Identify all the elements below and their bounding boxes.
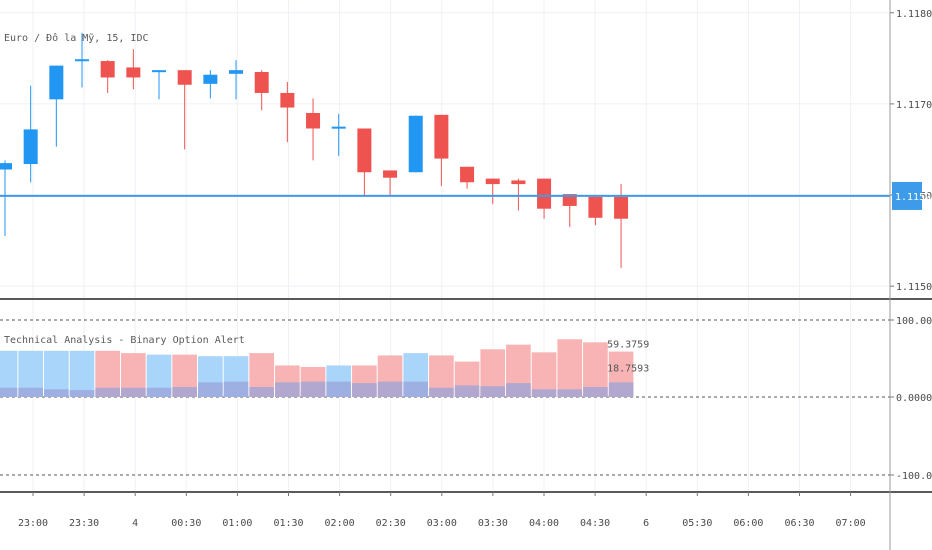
price-tick-label: 1.11500 (896, 282, 932, 293)
indicator-bar (69, 350, 95, 397)
candle-body[interactable] (177, 70, 192, 85)
time-tick-label: 00:30 (171, 518, 201, 529)
indicator-overlay-bar (377, 381, 403, 397)
indicator-overlay-bar (249, 386, 275, 397)
candle-body[interactable] (152, 70, 167, 73)
indicator-overlay-bar (275, 382, 300, 397)
indicator-tick-label: 100.00000 (896, 316, 932, 327)
indicator-tick-label: 0.00000 (896, 393, 932, 404)
price-badge-label: 1.11599 (895, 192, 932, 203)
candle-body[interactable] (100, 61, 115, 78)
candle-body[interactable] (588, 196, 603, 218)
candle-body[interactable] (511, 180, 526, 185)
indicator-overlay-bar (95, 387, 121, 397)
indicator-overlay-bar (480, 386, 506, 397)
time-tick-label: 06:30 (784, 518, 814, 529)
indicator-overlay-bar (18, 387, 44, 397)
candle-body[interactable] (331, 126, 346, 129)
time-tick-label: 04:30 (580, 518, 610, 529)
time-tick-label: 4 (132, 518, 138, 529)
indicator-overlay-bar (608, 382, 634, 397)
price-badge (892, 181, 922, 210)
time-tick-label: 6 (643, 518, 649, 529)
time-tick-label: 23:00 (18, 518, 48, 529)
indicator-overlay-bar (223, 381, 249, 397)
time-tick-label: 07:00 (836, 518, 866, 529)
time-tick-label: 02:00 (325, 518, 355, 529)
indicator-overlay-bar (557, 389, 583, 397)
indicator-overlay-bar (429, 387, 454, 397)
time-tick-label: 04:00 (529, 518, 559, 529)
candle-body[interactable] (0, 163, 12, 170)
time-tick-label: 01:00 (222, 518, 252, 529)
time-tick-label: 03:30 (478, 518, 508, 529)
indicator-overlay-bar (0, 387, 18, 397)
price-pane[interactable] (0, 32, 890, 268)
symbol-title: Euro / Đô la Mỹ, 15, IDC (4, 32, 149, 44)
indicator-overlay-bar (172, 386, 198, 397)
candle-body[interactable] (306, 113, 321, 129)
candle-body[interactable] (254, 71, 269, 93)
time-tick-label: 02:30 (376, 518, 406, 529)
candle-body[interactable] (229, 70, 244, 74)
indicator-overlay-bar (69, 390, 95, 397)
candle-body[interactable] (357, 128, 372, 173)
candle-body[interactable] (562, 194, 577, 206)
indicator-overlay-bar (506, 383, 531, 397)
indicator-overlay-bar (583, 386, 608, 397)
candle-body[interactable] (75, 59, 90, 62)
candle-body[interactable] (203, 74, 218, 84)
indicator-title: Technical Analysis - Binary Option Alert (4, 335, 245, 346)
indicator-overlay-bar (403, 381, 429, 397)
candle-body[interactable] (485, 178, 500, 185)
price-tick-label: 1.11700 (896, 100, 932, 111)
last-value-label-2: 18.7593 (607, 364, 649, 375)
price-tick-label: 1.11800 (896, 9, 932, 20)
indicator-pane[interactable]: 59.3759 18.7593 (0, 319, 890, 476)
indicator-bar (0, 350, 18, 397)
candle-body[interactable] (23, 129, 38, 165)
candle-body[interactable] (614, 196, 629, 219)
indicator-overlay-bar (352, 383, 377, 397)
time-tick-label: 23:30 (69, 518, 99, 529)
candle-body[interactable] (434, 114, 449, 159)
candle-body[interactable] (280, 92, 295, 108)
indicator-tick-label: -100.00000 (896, 471, 932, 482)
time-tick-label: 06:00 (733, 518, 763, 529)
time-tick-label: 01:30 (273, 518, 303, 529)
indicator-bar (557, 339, 583, 397)
time-tick-label: 05:30 (682, 518, 712, 529)
grid (0, 0, 890, 490)
indicator-overlay-bar (121, 387, 146, 397)
candle-body[interactable] (537, 178, 552, 209)
time-tick-label: 03:00 (427, 518, 457, 529)
indicator-overlay-bar (198, 382, 223, 397)
last-value-label-1: 59.3759 (607, 340, 649, 351)
indicator-overlay-bar (454, 385, 480, 397)
indicator-overlay-bar (44, 389, 69, 397)
candle-body[interactable] (126, 67, 141, 78)
candle-body[interactable] (383, 170, 398, 178)
candle-body[interactable] (49, 65, 64, 100)
candle-body[interactable] (460, 166, 475, 183)
candle-body[interactable] (408, 115, 423, 173)
indicator-overlay-bar (531, 389, 557, 397)
indicator-overlay-bar (300, 381, 326, 397)
indicator-overlay-bar (146, 387, 172, 397)
indicator-overlay-bar (326, 381, 352, 397)
